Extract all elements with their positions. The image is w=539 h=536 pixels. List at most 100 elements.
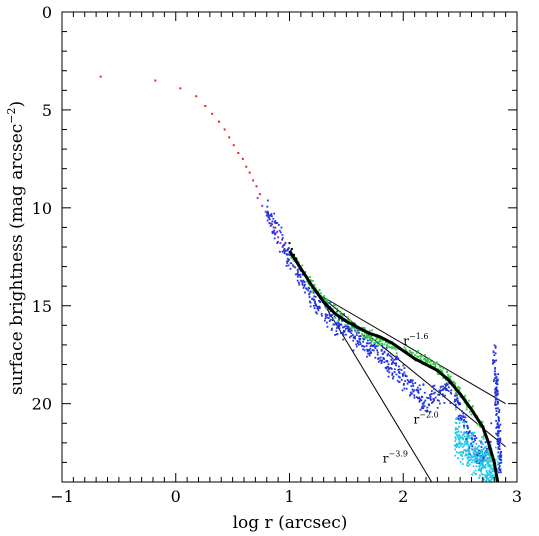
- data-point-cyan: [455, 451, 458, 454]
- data-point-green: [487, 449, 489, 451]
- data-point-blue: [477, 452, 480, 455]
- data-point-cyan: [453, 444, 456, 447]
- data-point-cyan: [458, 425, 460, 428]
- data-point-blue: [423, 391, 426, 394]
- data-point-blue: [458, 414, 461, 417]
- data-point-blue: [499, 468, 502, 471]
- data-point-green: [290, 257, 293, 259]
- data-point-cyan: [480, 457, 483, 460]
- data-point-green: [468, 410, 471, 413]
- data-point-green: [468, 399, 470, 402]
- data-point-blue: [374, 347, 377, 350]
- data-point-blue: [445, 387, 448, 390]
- data-point-blue: [467, 431, 470, 434]
- data-point-blue: [373, 343, 376, 346]
- data-point-blue: [300, 279, 302, 282]
- data-point-green: [362, 336, 365, 339]
- data-point-blue: [421, 396, 424, 399]
- data-point-blue: [359, 335, 362, 338]
- data-point-cyan: [486, 471, 488, 474]
- data-point-cyan: [458, 446, 460, 448]
- data-point-cyan: [483, 460, 486, 463]
- data-point-blue: [377, 357, 380, 360]
- data-point-cyan: [464, 454, 467, 457]
- data-point-green: [441, 371, 444, 374]
- data-point-blue: [411, 382, 414, 385]
- data-point-blue: [317, 307, 320, 310]
- data-point-blue: [362, 345, 365, 348]
- data-point-green: [367, 336, 370, 339]
- data-point-blue: [280, 226, 283, 229]
- data-point-blue: [478, 462, 481, 465]
- data-point-blue: [328, 302, 331, 305]
- data-point-cyan: [488, 451, 491, 454]
- data-point-blue: [454, 394, 456, 397]
- data-point-blue: [266, 210, 269, 213]
- data-point-blue: [309, 301, 312, 304]
- data-point-green: [466, 406, 469, 409]
- data-point-green: [411, 351, 414, 354]
- data-point-cyan: [455, 446, 458, 449]
- axis-ticks: −1 0 1 2 3 0 5 10 15 20: [32, 3, 522, 506]
- data-point-cyan: [486, 458, 489, 460]
- data-point-cyan: [470, 458, 472, 461]
- data-point-green: [391, 346, 394, 348]
- data-point-cyan: [454, 437, 457, 440]
- data-point-blue: [428, 394, 431, 396]
- data-point-blue: [276, 240, 279, 243]
- data-point-blue: [305, 287, 307, 290]
- data-point-blue: [497, 446, 500, 449]
- y-axis-label: surface brightness (mag arcsec−2): [5, 101, 27, 395]
- data-point-blue: [343, 331, 345, 333]
- data-point-blue: [326, 325, 329, 328]
- data-point-blue: [387, 352, 390, 355]
- data-point-cyan: [463, 449, 466, 451]
- data-point-blue: [417, 389, 420, 392]
- data-point-blue: [454, 403, 457, 406]
- data-point-blue: [395, 364, 397, 367]
- data-point-cyan: [467, 449, 470, 452]
- data-point-cyan: [456, 434, 458, 437]
- data-point-green: [379, 338, 382, 340]
- data-point-blue: [382, 346, 385, 349]
- data-point-green: [376, 337, 378, 340]
- data-point-blue: [302, 287, 305, 289]
- data-point-cyan: [467, 437, 469, 439]
- data-point-cyan: [481, 441, 483, 444]
- data-point-blue: [496, 440, 499, 443]
- data-point-blue: [457, 403, 460, 406]
- y-tick-label: 15: [32, 297, 52, 316]
- data-point-cyan: [494, 458, 497, 461]
- data-point-blue: [474, 435, 477, 437]
- data-point-blue: [312, 291, 315, 294]
- data-point-cyan: [454, 408, 457, 411]
- data-point-green: [322, 297, 325, 300]
- data-point-blue: [342, 329, 345, 332]
- data-point-blue: [340, 323, 343, 326]
- data-point-blue: [451, 381, 454, 384]
- data-point-cyan: [471, 456, 474, 459]
- data-point-cyan: [454, 448, 457, 451]
- data-point-blue: [493, 378, 496, 381]
- data-point-blue: [342, 338, 345, 341]
- data-point-blue: [285, 253, 288, 255]
- data-point-blue: [287, 253, 290, 256]
- data-point-green: [295, 256, 297, 259]
- data-point-green: [293, 260, 296, 263]
- data-point-cyan: [477, 469, 480, 472]
- data-point-blue: [418, 399, 421, 402]
- data-point-blue: [271, 220, 274, 223]
- data-point-blue: [296, 279, 299, 282]
- data-point-cyan: [488, 480, 491, 483]
- data-point-blue: [455, 406, 458, 409]
- data-point-blue: [487, 448, 490, 451]
- x-tick-label: 2: [398, 487, 408, 506]
- data-point-green: [336, 307, 339, 310]
- data-point-blue: [463, 420, 466, 423]
- data-point-blue: [496, 398, 499, 401]
- data-point-blue: [387, 375, 390, 378]
- data-point-blue: [274, 233, 276, 236]
- data-point-blue: [495, 388, 498, 391]
- data-point-blue: [352, 339, 355, 342]
- data-point-green: [369, 339, 372, 342]
